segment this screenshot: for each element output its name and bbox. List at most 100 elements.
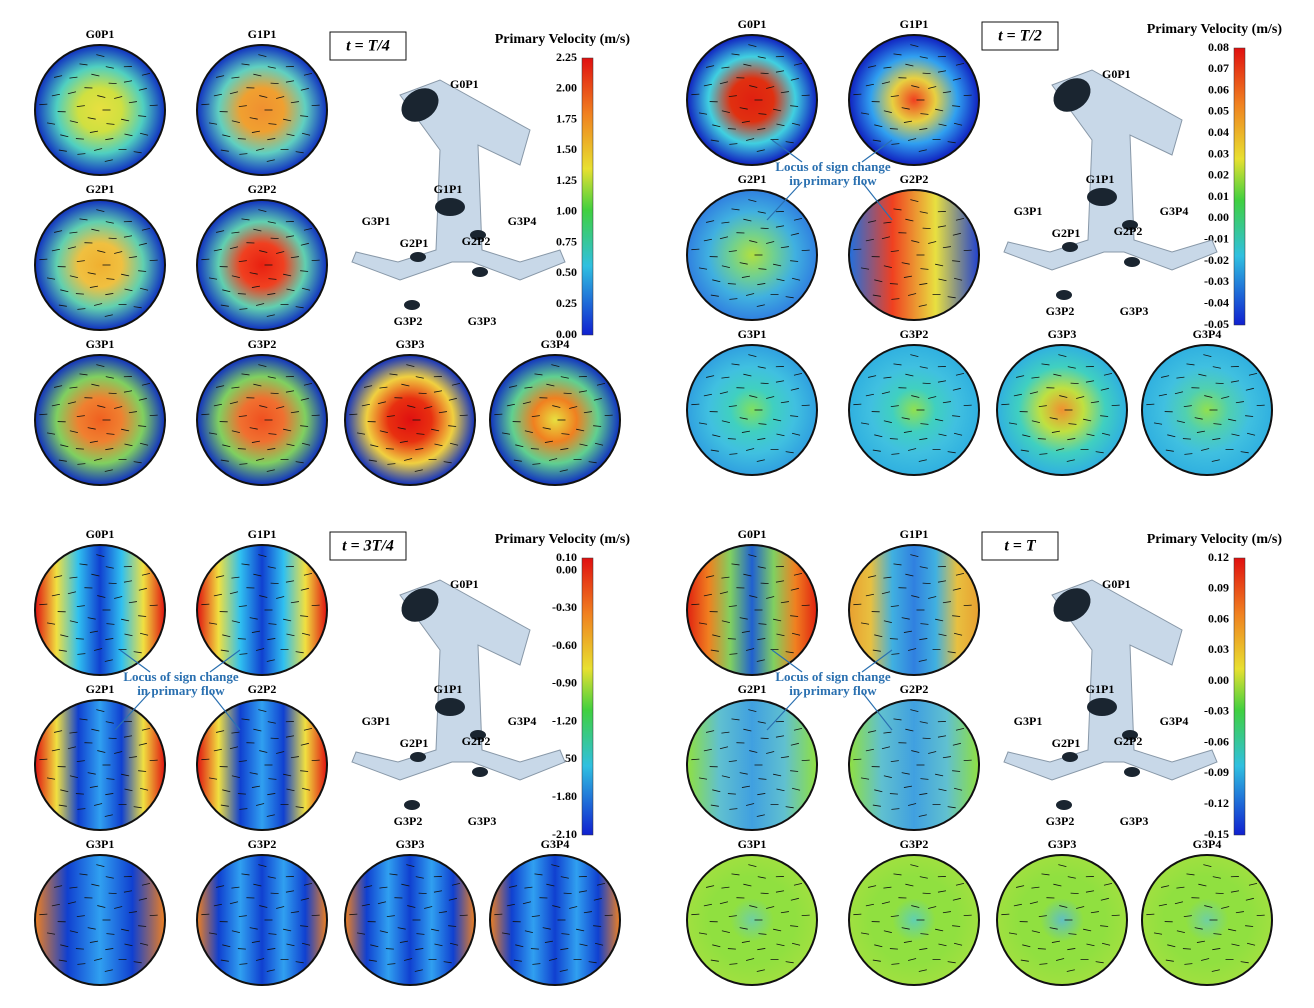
vector [853, 403, 862, 406]
vector [267, 948, 276, 951]
vector [1051, 940, 1060, 943]
vector [253, 228, 262, 232]
vector [955, 217, 965, 221]
vector [746, 293, 755, 296]
vector [790, 105, 799, 107]
vector [728, 250, 737, 253]
vector [588, 961, 597, 964]
vector [128, 756, 137, 759]
vector [220, 649, 229, 652]
section-marker [1087, 188, 1117, 206]
vector [256, 458, 265, 461]
vector [258, 864, 267, 867]
vector [749, 240, 758, 243]
vector [922, 72, 931, 74]
vector [69, 576, 78, 579]
vector [790, 587, 799, 591]
vector [91, 573, 100, 577]
vector [563, 892, 572, 894]
vector [947, 806, 956, 809]
vector [96, 54, 105, 57]
vector [775, 380, 785, 383]
vector [883, 66, 892, 69]
vector [239, 308, 248, 310]
vector [96, 209, 105, 212]
section-marker [1053, 78, 1091, 112]
vector [790, 260, 799, 262]
vector [1056, 958, 1065, 961]
vector [853, 248, 862, 251]
vector [756, 659, 765, 662]
vector [449, 942, 459, 946]
vector [905, 883, 914, 887]
vector [1176, 420, 1185, 424]
airway-label: G3P2 [394, 314, 423, 328]
airway-label: G1P1 [434, 682, 463, 696]
vector [67, 591, 77, 595]
vector [239, 153, 248, 155]
vector [237, 448, 246, 450]
section-label: G3P1 [86, 337, 115, 351]
vector [780, 246, 789, 249]
vector [532, 463, 541, 465]
vector [105, 566, 114, 569]
vector [238, 915, 247, 918]
vector [267, 876, 276, 879]
vector [58, 459, 67, 462]
vector [1213, 423, 1222, 425]
vector [128, 101, 137, 104]
vector [1013, 393, 1022, 397]
panel: G0P1 G1P1 G2P1 G2P2 G3P1 G3P2 G3P3 G3P4 t = T/2 P… [686, 17, 1282, 476]
colorbar-tick: 0.10 [556, 550, 577, 564]
vector [918, 304, 927, 307]
vector [731, 563, 740, 566]
vector [1198, 883, 1207, 887]
vector [270, 892, 279, 894]
colorbar-tick: -0.03 [1204, 274, 1229, 288]
vector [790, 925, 799, 927]
vector [237, 293, 246, 295]
cross-section [686, 699, 818, 831]
vector [231, 386, 240, 389]
vector [105, 793, 114, 796]
vector [1248, 372, 1258, 376]
vector [141, 572, 151, 576]
vector [94, 648, 103, 651]
colorbar-tick: 0.03 [1208, 146, 1229, 160]
vector [860, 777, 870, 780]
vector [266, 159, 275, 162]
annotation-arrow [766, 181, 803, 221]
vector [860, 267, 870, 270]
vector [361, 403, 370, 407]
vector [501, 932, 511, 935]
vector [920, 778, 929, 780]
vector [286, 633, 295, 637]
vector [114, 406, 123, 409]
airway-label: G0P1 [450, 577, 479, 591]
vector [546, 883, 555, 887]
vector [542, 427, 551, 430]
vector [756, 814, 765, 817]
vector [253, 883, 262, 887]
vector [559, 969, 568, 972]
cross-section [848, 189, 980, 321]
vector [105, 638, 114, 641]
vector [443, 961, 452, 964]
colorbar-title: Primary Velocity (m/s) [495, 32, 631, 47]
vector [530, 948, 539, 950]
section-marker [1087, 698, 1117, 716]
colorbar-tick: -0.30 [552, 600, 577, 614]
vector [94, 803, 103, 806]
vector [69, 731, 78, 734]
section-marker [1056, 800, 1072, 810]
vector [773, 928, 782, 932]
colorbar-title: Primary Velocity (m/s) [495, 532, 631, 547]
vector [75, 793, 84, 795]
vector [114, 751, 123, 754]
vector [775, 735, 785, 738]
section-label: G2P2 [248, 682, 277, 696]
vector [286, 943, 295, 947]
vector [872, 294, 881, 297]
vector [760, 892, 769, 894]
vector [251, 130, 260, 133]
